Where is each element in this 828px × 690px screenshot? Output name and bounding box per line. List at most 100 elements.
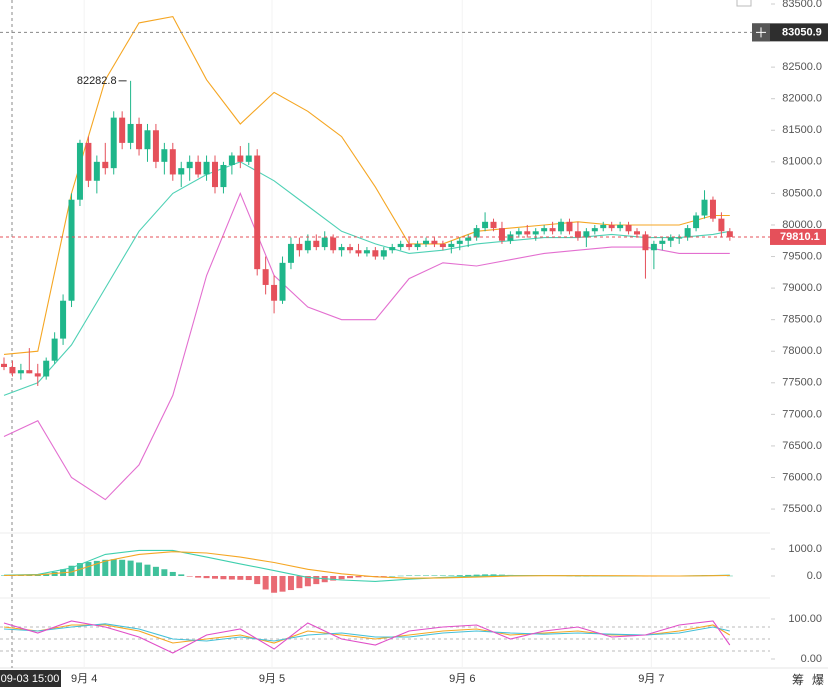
crosshair-time: 09-03 15:00	[1, 673, 60, 685]
plus-icon	[756, 27, 766, 38]
x-tick-label: 9月 6	[449, 673, 475, 685]
y-tick-label: 0.00	[801, 653, 822, 665]
candle-body	[9, 367, 16, 374]
candle-body	[397, 243, 404, 248]
macd-bar	[237, 576, 244, 580]
time-label-box	[0, 670, 61, 687]
macd-bar	[127, 560, 134, 576]
candle-body	[127, 123, 134, 143]
candle-body	[701, 199, 708, 216]
macd-bar	[43, 573, 50, 576]
macd-bar	[423, 575, 429, 576]
candle-body	[372, 250, 379, 257]
macd-bar	[389, 576, 396, 577]
candle-body	[718, 218, 725, 232]
candle-body	[558, 221, 565, 232]
candle-body	[693, 215, 700, 229]
candle-body	[600, 224, 607, 229]
candle-body	[541, 228, 548, 232]
macd-bar	[397, 575, 404, 577]
candle-body	[76, 142, 83, 200]
macd-bar	[465, 574, 472, 576]
macd-bar	[279, 576, 286, 592]
last-price-label: 79810.1	[780, 231, 820, 243]
y-tick-label: 77500.0	[782, 377, 822, 389]
x-tick-label: 9月 7	[638, 673, 664, 685]
candle-body	[634, 231, 640, 235]
candle-body	[591, 228, 598, 232]
toolbar-button[interactable]: 爆	[812, 673, 824, 687]
candle-body	[17, 370, 24, 374]
candle-body	[625, 224, 632, 232]
macd-bar	[212, 576, 218, 579]
candle-body	[465, 237, 472, 241]
macd-bar	[262, 576, 269, 590]
candle-body	[515, 231, 522, 235]
candle-body	[60, 300, 67, 339]
macd-bar	[1, 575, 7, 576]
candle-body	[347, 247, 354, 251]
last-price-box	[770, 228, 826, 245]
crosshair-label-box	[752, 23, 828, 42]
y-tick-label: 80500.0	[782, 187, 822, 199]
candle-body	[473, 228, 480, 238]
indicator-line	[3, 551, 730, 579]
candle-body	[43, 360, 50, 377]
macd-bar	[287, 576, 294, 591]
candle-body	[617, 224, 624, 229]
candle-body	[1, 363, 7, 368]
x-tick-label: 9月 5	[259, 673, 285, 685]
candle-body	[34, 373, 41, 377]
candle-body	[709, 199, 716, 219]
indicator-line	[3, 191, 730, 501]
candle-body	[448, 243, 455, 248]
candle-body	[178, 168, 185, 175]
x-tick-label: 9月 4	[71, 673, 97, 685]
candle-body	[279, 262, 286, 301]
y-tick-label: 0.0	[807, 570, 822, 582]
candle-body	[338, 247, 345, 251]
y-tick-label: 100.00	[788, 613, 822, 625]
toolbar-button[interactable]: 筹	[792, 673, 804, 687]
candle-body	[228, 155, 235, 165]
y-tick-label: 79000.0	[782, 282, 822, 294]
candle-body	[566, 221, 573, 232]
candle-body	[262, 269, 269, 285]
candle-body	[313, 240, 320, 248]
y-tick-label: 76500.0	[782, 440, 822, 452]
candle-body	[389, 247, 396, 251]
macd-bar	[380, 576, 387, 577]
candle-body	[110, 117, 117, 169]
candle-body	[667, 237, 674, 241]
candle-body	[490, 221, 497, 229]
y-tick-label: 82000.0	[782, 93, 822, 105]
candle-body	[726, 231, 733, 237]
candle-body	[507, 234, 514, 241]
macd-bar	[178, 574, 185, 576]
y-tick-label: 80000.0	[782, 219, 822, 231]
candle-body	[659, 240, 666, 244]
macd-bar	[271, 576, 278, 593]
candle-body	[136, 123, 143, 150]
toggle-box[interactable]	[736, 0, 752, 7]
y-tick-label: 83500.0	[782, 0, 822, 10]
macd-bar	[448, 575, 455, 576]
y-tick-label: 75500.0	[782, 503, 822, 515]
macd-bar	[406, 575, 413, 576]
candle-body	[26, 370, 33, 374]
candle-body	[439, 243, 446, 248]
macd-bar	[414, 575, 421, 576]
candle-body	[456, 240, 463, 244]
macd-bar	[338, 576, 345, 580]
candle-body	[676, 237, 683, 239]
macd-bar	[119, 559, 126, 576]
macd-bar	[355, 576, 362, 578]
candle-body	[212, 161, 218, 188]
candle-body	[304, 240, 311, 251]
macd-bar	[456, 575, 463, 576]
candle-body	[583, 231, 590, 238]
candle-body	[144, 130, 151, 150]
candle-body	[102, 161, 109, 169]
